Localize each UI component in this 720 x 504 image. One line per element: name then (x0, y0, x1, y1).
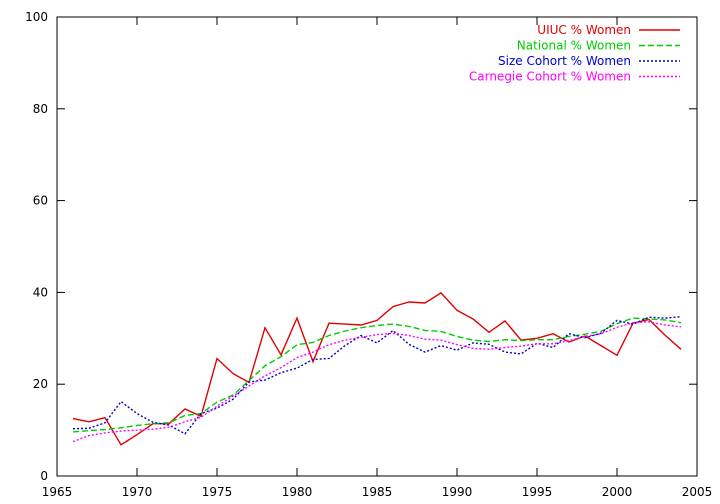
y-tick-label: 0 (40, 469, 48, 483)
x-tick-label: 2005 (682, 485, 713, 499)
plot-frame (56, 16, 698, 477)
x-tick-label: 1995 (522, 485, 553, 499)
legend-label-size-cohort-women: Size Cohort % Women (498, 54, 631, 68)
x-tick-label: 2000 (602, 485, 633, 499)
y-tick-label: 20 (33, 377, 48, 391)
series-line-uiuc-women (72, 291, 682, 446)
y-tick-label: 100 (25, 10, 48, 24)
series-line-national-women (72, 317, 682, 433)
x-tick-label: 1985 (362, 485, 393, 499)
legend-label-national-women: National % Women (517, 39, 631, 53)
y-tick-label: 40 (33, 285, 48, 299)
y-tick-label: 80 (33, 102, 48, 116)
x-tick-label: 1980 (282, 485, 313, 499)
x-tick-label: 1990 (442, 485, 473, 499)
axis-ticks (56, 16, 698, 477)
x-tick-label: 1975 (202, 485, 233, 499)
axis-tick-labels: 1965 1970 1975 1980 1985 1990 1995 2000 2005 0 20 4… (25, 10, 712, 499)
x-tick-label: 1965 (42, 485, 73, 499)
series-line-carnegie-cohort-women (72, 321, 682, 443)
y-tick-label: 60 (33, 194, 48, 208)
series-lines (72, 291, 682, 446)
series-line-size-cohort-women (72, 316, 682, 435)
legend-label-uiuc-women: UIUC % Women (537, 23, 631, 37)
x-tick-label: 1970 (122, 485, 153, 499)
legend-label-carnegie-cohort-women: Carnegie Cohort % Women (469, 70, 631, 84)
